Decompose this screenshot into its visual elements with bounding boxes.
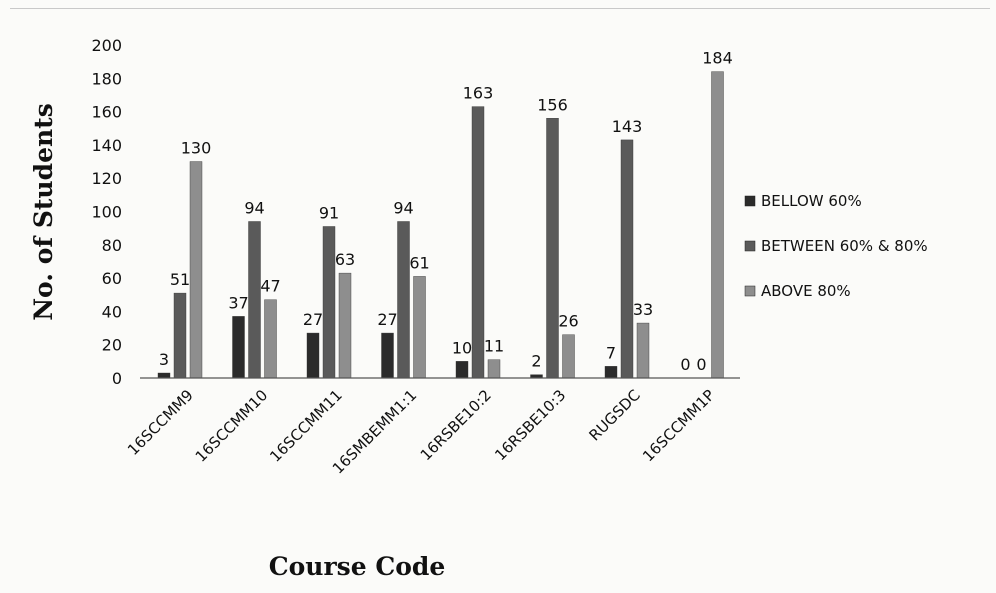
- y-tick-label: 120: [91, 169, 122, 188]
- data-label: 11: [484, 337, 504, 356]
- y-tick-label: 60: [102, 269, 122, 288]
- bar: [487, 359, 501, 379]
- data-label: 33: [633, 300, 653, 319]
- data-labels: 3 51 130 37 94 47 27 91 63 27 94 61 10 163 11 2 156 26 7 14…: [159, 49, 733, 374]
- bar: [381, 332, 394, 379]
- data-label: 163: [463, 84, 494, 103]
- x-tick-label: RUGSDC: [585, 386, 643, 444]
- x-tick-label: 16SCCMM10: [192, 386, 272, 466]
- data-label: 184: [702, 49, 733, 68]
- data-label: 26: [558, 312, 578, 331]
- data-label: 156: [537, 95, 568, 114]
- legend-swatch: [744, 285, 756, 297]
- legend-swatch: [744, 195, 756, 207]
- bar: [711, 71, 724, 379]
- x-axis-categories: 16SCCMM916SCCMM1016SCCMM1116SMBEMM1:116R…: [124, 386, 718, 477]
- bar: [322, 226, 336, 379]
- data-label: 27: [303, 310, 323, 329]
- legend-label: BETWEEN 60% & 80%: [761, 237, 928, 255]
- data-label: 2: [531, 352, 541, 371]
- bar: [338, 272, 352, 379]
- y-tick-label: 140: [91, 136, 122, 155]
- data-label: 7: [606, 343, 616, 362]
- bar: [455, 361, 469, 379]
- data-label: 61: [409, 253, 429, 272]
- bar: [604, 366, 618, 379]
- y-tick-label: 180: [91, 69, 122, 88]
- data-label: 91: [319, 203, 339, 222]
- data-label: 0: [696, 355, 706, 374]
- data-label: 10: [452, 338, 472, 357]
- x-tick-label: 16SCCMM11: [266, 386, 346, 466]
- legend-label: BELLOW 60%: [761, 192, 862, 210]
- data-label: 51: [170, 270, 190, 289]
- data-label: 27: [377, 310, 397, 329]
- y-tick-label: 100: [91, 203, 122, 222]
- y-tick-label: 160: [91, 103, 122, 122]
- data-label: 130: [181, 139, 212, 158]
- y-tick-label: 40: [102, 302, 122, 321]
- bar: [620, 139, 634, 379]
- bar: [248, 221, 261, 379]
- bar: [471, 106, 485, 379]
- x-tick-label: 16SCCMM1P: [639, 386, 718, 465]
- bar: [189, 161, 203, 379]
- data-label: 3: [159, 350, 169, 369]
- bar: [306, 332, 320, 379]
- x-tick-label: 16RSBE10:3: [491, 386, 569, 464]
- data-label: 94: [393, 198, 413, 217]
- legend: BELLOW 60% BETWEEN 60% & 80% ABOVE 80%: [744, 192, 928, 300]
- data-label: 47: [260, 277, 280, 296]
- bar: [157, 372, 171, 379]
- x-tick-label: 16RSBE10:2: [417, 386, 495, 464]
- data-label: 37: [228, 293, 248, 312]
- x-tick-label: 16SCCMM9: [124, 386, 197, 459]
- data-label: 94: [244, 198, 264, 217]
- y-tick-label: 0: [112, 369, 122, 388]
- frame-top-rule: [10, 8, 990, 9]
- bar: [232, 316, 245, 379]
- bar: [546, 118, 559, 379]
- y-axis-title: No. of Students: [29, 103, 58, 321]
- bar: [173, 292, 187, 379]
- data-label: 143: [612, 117, 643, 136]
- bar: [562, 334, 575, 379]
- data-label: 63: [335, 250, 355, 269]
- y-axis-ticks: 0 20 40 60 80 100 120 140 160 180 200: [91, 36, 122, 388]
- legend-label: ABOVE 80%: [761, 282, 851, 300]
- bar: [397, 221, 410, 379]
- data-label: 0: [680, 355, 690, 374]
- bar: [636, 322, 650, 379]
- bar: [264, 299, 277, 379]
- y-tick-label: 200: [91, 36, 122, 55]
- y-tick-label: 80: [102, 236, 122, 255]
- bar: [413, 276, 426, 379]
- x-axis-title: Course Code: [269, 552, 446, 581]
- legend-swatch: [744, 240, 756, 252]
- y-tick-label: 20: [102, 336, 122, 355]
